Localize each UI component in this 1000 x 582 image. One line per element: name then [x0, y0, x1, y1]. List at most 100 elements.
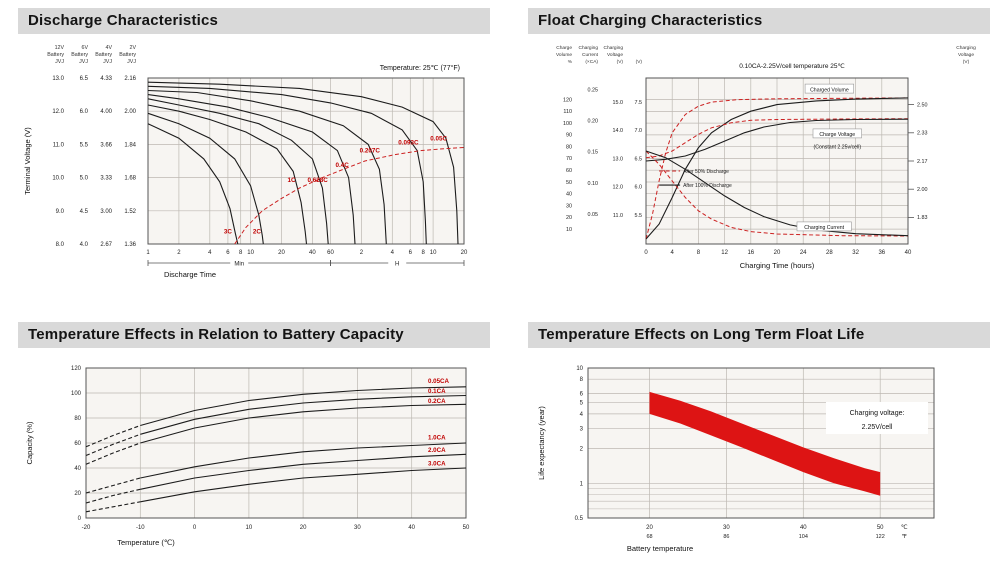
- svg-text:50: 50: [463, 525, 470, 531]
- svg-text:11.0: 11.0: [53, 142, 65, 148]
- svg-text:3.66: 3.66: [100, 142, 112, 148]
- svg-text:After 50% Discharge: After 50% Discharge: [683, 169, 729, 175]
- svg-text:10: 10: [246, 525, 253, 531]
- svg-text:JVJ: JVJ: [103, 59, 112, 65]
- svg-text:2C: 2C: [253, 229, 262, 236]
- svg-text:0.628C: 0.628C: [308, 177, 329, 184]
- svg-text:JVJ: JVJ: [79, 59, 88, 65]
- svg-text:0.1CA: 0.1CA: [428, 388, 446, 395]
- svg-text:80: 80: [74, 416, 81, 422]
- svg-text:0: 0: [644, 250, 648, 256]
- svg-text:%: %: [568, 59, 573, 65]
- svg-text:10: 10: [430, 250, 437, 256]
- svg-text:10: 10: [576, 366, 583, 372]
- svg-text:20: 20: [646, 525, 653, 531]
- svg-text:1.52: 1.52: [124, 209, 136, 215]
- svg-text:50: 50: [566, 180, 572, 186]
- svg-text:8: 8: [422, 250, 426, 256]
- svg-text:32: 32: [852, 250, 859, 256]
- svg-text:8: 8: [580, 377, 584, 383]
- svg-text:36: 36: [878, 250, 885, 256]
- svg-text:0.10CA-2.25V/cell temperature: 0.10CA-2.25V/cell temperature 25℃: [739, 63, 845, 70]
- svg-text:6: 6: [409, 250, 413, 256]
- svg-text:0: 0: [193, 525, 197, 531]
- svg-text:0.093C: 0.093C: [398, 139, 419, 146]
- svg-text:13.0: 13.0: [52, 76, 64, 82]
- svg-text:H: H: [395, 261, 399, 267]
- svg-text:120: 120: [563, 97, 572, 103]
- svg-text:-20: -20: [82, 525, 91, 531]
- svg-text:Charging: Charging: [956, 45, 976, 51]
- svg-text:Current: Current: [582, 52, 599, 58]
- svg-text:30: 30: [723, 525, 730, 531]
- svg-text:4V: 4V: [106, 45, 113, 51]
- svg-text:1: 1: [580, 481, 584, 487]
- svg-text:Charge: Charge: [556, 45, 572, 51]
- svg-text:5.5: 5.5: [635, 213, 643, 219]
- float-life-chart: 10 8 6 5 4 3 2 1 0.5 20 68 30 86 40 104 50 122 ℃ ℉ Charging…: [528, 352, 990, 582]
- svg-text:Temperature (℃): Temperature (℃): [117, 538, 175, 547]
- svg-text:(Constant 2.25v/cell): (Constant 2.25v/cell): [814, 145, 862, 151]
- svg-text:110: 110: [563, 109, 572, 115]
- svg-text:Temperature: 25℃ (77°F): Temperature: 25℃ (77°F): [380, 64, 460, 72]
- svg-text:6V: 6V: [82, 45, 89, 51]
- svg-text:8: 8: [239, 250, 243, 256]
- svg-text:3.0CA: 3.0CA: [428, 461, 446, 468]
- svg-text:20: 20: [774, 250, 781, 256]
- svg-text:16: 16: [747, 250, 754, 256]
- svg-text:2: 2: [360, 250, 364, 256]
- svg-text:50: 50: [877, 525, 884, 531]
- svg-text:68: 68: [646, 534, 652, 540]
- svg-text:40: 40: [905, 250, 912, 256]
- svg-text:Battery: Battery: [71, 52, 88, 58]
- svg-text:90: 90: [566, 133, 572, 139]
- svg-text:0.05: 0.05: [588, 212, 599, 218]
- svg-text:Battery temperature: Battery temperature: [627, 544, 693, 553]
- svg-text:Voltage: Voltage: [607, 52, 623, 58]
- svg-text:1.84: 1.84: [124, 142, 136, 148]
- svg-text:2.00: 2.00: [917, 187, 928, 193]
- svg-text:4: 4: [580, 412, 584, 418]
- svg-text:6.0: 6.0: [80, 109, 89, 115]
- temperature-capacity-chart: 0 20 40 60 80 100 120 -20 -10 0 10 20 30 40 50 Capacity…: [18, 352, 490, 582]
- svg-text:0: 0: [78, 516, 82, 522]
- svg-text:12.0: 12.0: [613, 185, 624, 191]
- svg-text:Min: Min: [234, 261, 244, 267]
- svg-text:Charging Time (hours): Charging Time (hours): [740, 261, 815, 270]
- svg-text:2: 2: [580, 447, 584, 453]
- svg-text:Capacity (%): Capacity (%): [25, 421, 34, 464]
- svg-text:4: 4: [208, 250, 212, 256]
- svg-text:1: 1: [146, 250, 150, 256]
- svg-text:13.0: 13.0: [613, 156, 624, 162]
- section-title-float-charging: Float Charging Characteristics: [528, 8, 990, 34]
- svg-text:7.5: 7.5: [635, 100, 643, 106]
- svg-text:40: 40: [309, 250, 316, 256]
- svg-text:86: 86: [723, 534, 729, 540]
- svg-text:4: 4: [671, 250, 675, 256]
- svg-text:10.0: 10.0: [52, 176, 64, 182]
- svg-text:Charging: Charging: [604, 45, 624, 51]
- svg-text:20: 20: [300, 525, 307, 531]
- svg-text:3: 3: [580, 426, 584, 432]
- svg-text:JVJ: JVJ: [127, 59, 136, 65]
- svg-text:℉: ℉: [902, 534, 908, 540]
- svg-text:(V): (V): [617, 59, 624, 65]
- svg-text:70: 70: [566, 156, 572, 162]
- svg-text:0.5: 0.5: [575, 516, 584, 522]
- svg-text:10: 10: [566, 227, 572, 233]
- svg-text:Volume: Volume: [556, 52, 572, 58]
- svg-text:0.15: 0.15: [588, 150, 599, 156]
- svg-text:1.83: 1.83: [917, 215, 928, 221]
- svg-text:JVJ: JVJ: [55, 59, 64, 65]
- svg-text:3.00: 3.00: [100, 209, 112, 215]
- svg-text:11.0: 11.0: [613, 213, 623, 219]
- svg-text:28: 28: [826, 250, 833, 256]
- svg-text:6.0: 6.0: [635, 185, 643, 191]
- svg-text:0.10: 0.10: [588, 181, 599, 187]
- panel-discharge-characteristics: Discharge Characteristics 12V Battery JVJ 1…: [18, 8, 490, 305]
- svg-text:0.25: 0.25: [588, 87, 599, 93]
- svg-text:6: 6: [226, 250, 230, 256]
- svg-text:Voltage: Voltage: [958, 52, 974, 58]
- svg-text:0.207C: 0.207C: [360, 148, 381, 155]
